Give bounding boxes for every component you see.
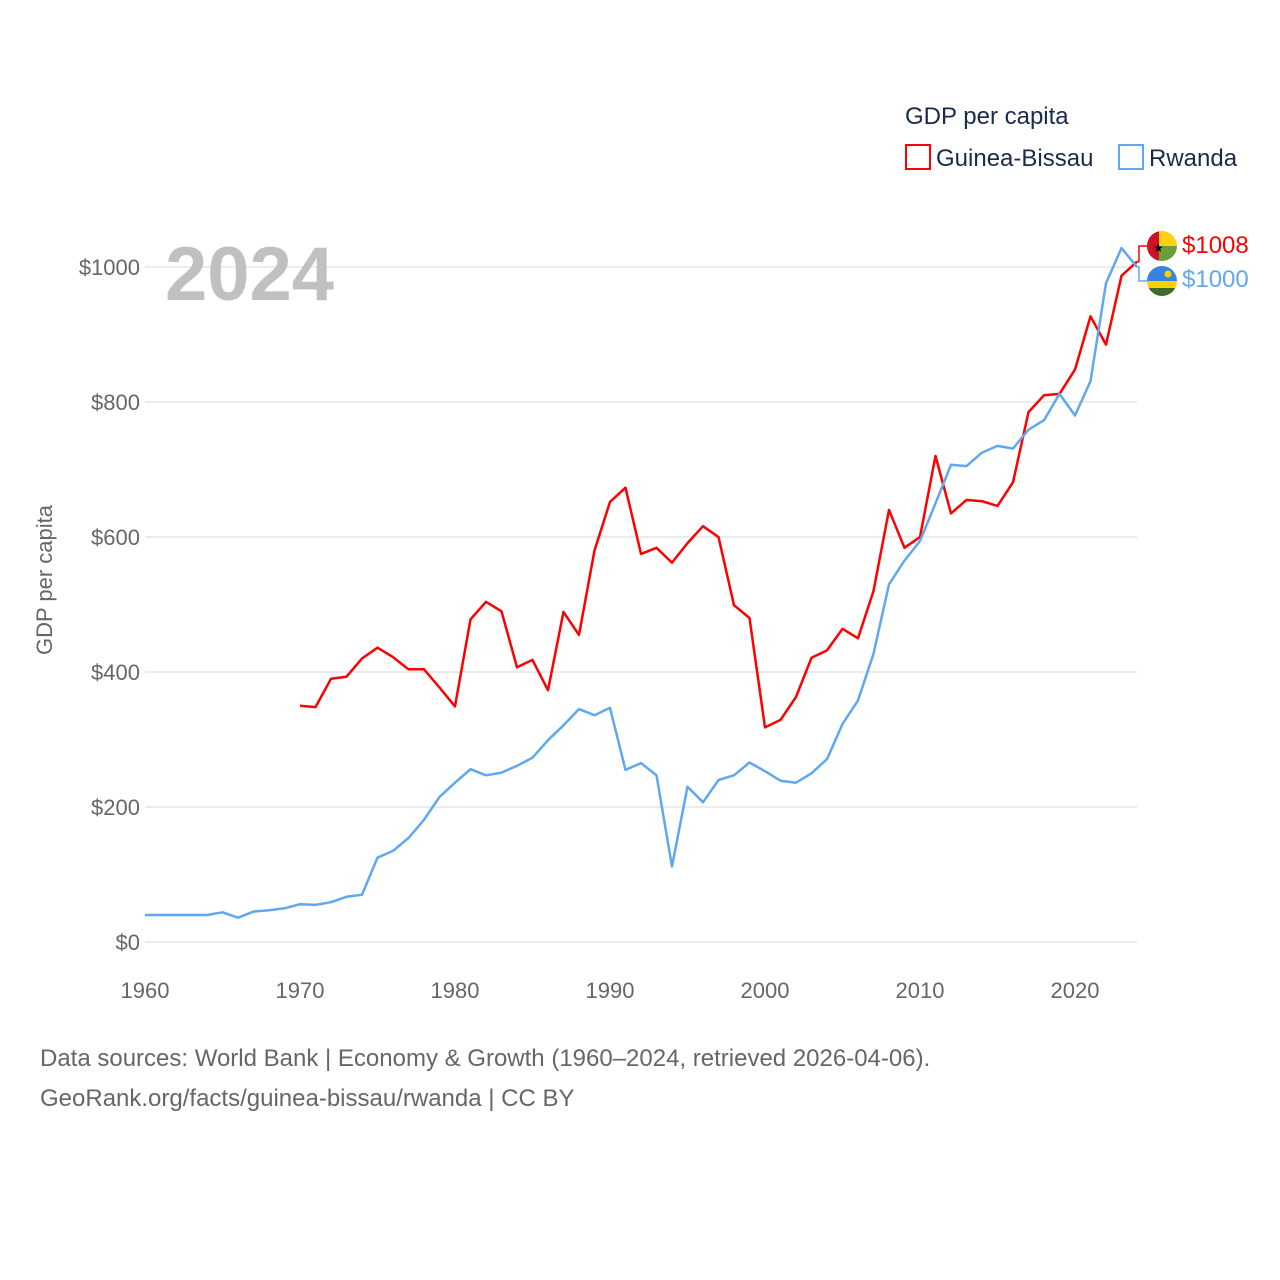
x-tick-label: 2010: [896, 978, 945, 1003]
legend-swatch-guinea-bissau[interactable]: [905, 144, 931, 170]
svg-text:★: ★: [1153, 241, 1164, 255]
x-tick-label: 2020: [1051, 978, 1100, 1003]
end-label-connector: [1137, 245, 1147, 263]
y-tick-label: $400: [91, 660, 140, 685]
legend-label-rwanda[interactable]: Rwanda: [1149, 145, 1238, 172]
year-watermark: 2024: [165, 232, 334, 317]
y-tick-label: $800: [91, 390, 140, 415]
series-line-rwanda[interactable]: [145, 246, 1138, 919]
guinea-bissau-flag-icon: ★: [1147, 231, 1177, 261]
end-label-connector: [1137, 266, 1147, 282]
legend-swatch-rwanda[interactable]: [1118, 144, 1144, 170]
y-tick-label: $0: [116, 930, 140, 955]
end-label-guinea-bissau: $1008: [1182, 232, 1249, 259]
x-tick-label: 1960: [121, 978, 170, 1003]
rwanda-flag-icon: [1147, 266, 1177, 296]
x-tick-label: 1980: [431, 978, 480, 1003]
legend-title: GDP per capita: [905, 103, 1069, 130]
legend-label-guinea-bissau[interactable]: Guinea-Bissau: [936, 145, 1093, 172]
series-line-guinea-bissau[interactable]: [299, 260, 1138, 729]
y-axis-label: GDP per capita: [32, 504, 57, 655]
x-tick-label: 1990: [586, 978, 635, 1003]
y-tick-label: $600: [91, 525, 140, 550]
x-tick-label: 2000: [741, 978, 790, 1003]
x-tick-label: 1970: [276, 978, 325, 1003]
y-tick-label: $1000: [79, 255, 140, 280]
y-tick-label: $200: [91, 795, 140, 820]
footer-sources: Data sources: World Bank | Economy & Gro…: [40, 1045, 931, 1072]
footer-link[interactable]: GeoRank.org/facts/guinea-bissau/rwanda |…: [40, 1085, 575, 1112]
end-label-rwanda: $1000: [1182, 266, 1249, 293]
